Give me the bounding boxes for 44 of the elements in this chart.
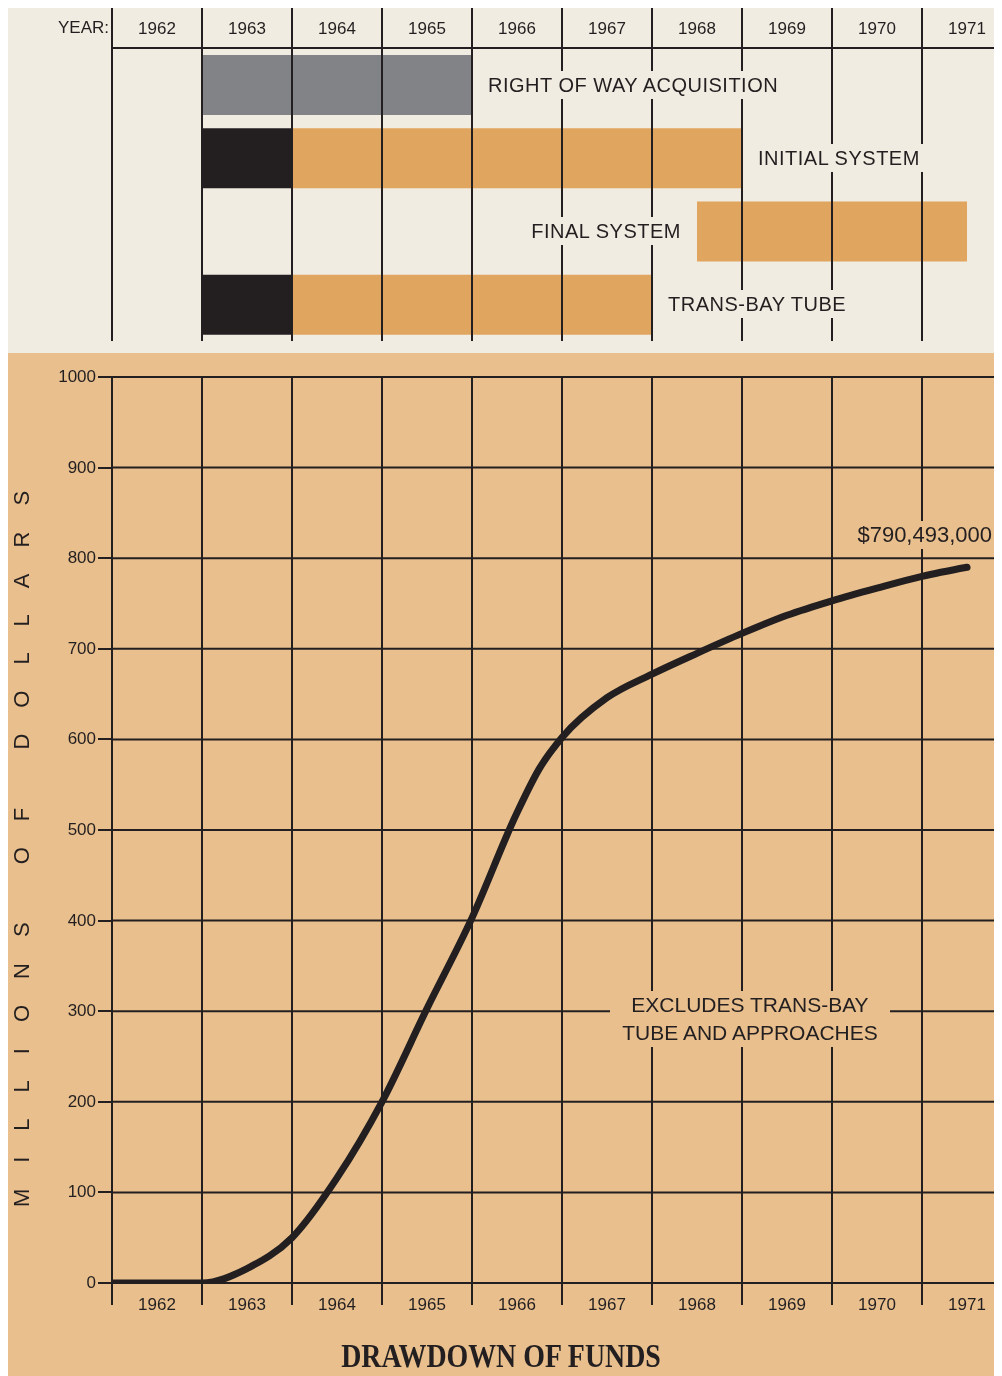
x-tick-label: 1967	[588, 19, 626, 38]
x-tick-label: 1964	[318, 19, 356, 38]
y-tick-label: 100	[67, 1181, 96, 1204]
x-tick-label: 1969	[768, 1295, 806, 1314]
y-tick-label: FINAL SYSTEM	[527, 217, 685, 246]
y-tick-label: 300	[67, 1000, 96, 1023]
text: DRAWDOWN OF FUNDS	[340, 1336, 662, 1376]
y-tick-label: RIGHT OF WAY ACQUISITION	[484, 70, 783, 99]
x-axis-title: YEAR:	[58, 18, 110, 38]
x-tick-label: 1966	[498, 19, 536, 38]
y-tick-label: 1000	[58, 366, 96, 388]
y-tick-label: 700	[67, 637, 96, 660]
x-tick-label: 1965	[408, 19, 446, 38]
x-tick-label: 1966	[498, 1295, 536, 1314]
y-axis-title: MILLIONS OF DOLLARS	[9, 463, 35, 1210]
x-tick-label: 1968	[678, 19, 716, 38]
x-tick-label: 1970	[858, 1295, 896, 1314]
x-tick-label: 1968	[678, 1295, 716, 1314]
x-tick-label: 1971	[948, 19, 986, 38]
y-tick-label: 200	[67, 1090, 96, 1113]
x-tick-label: 1967	[588, 1295, 626, 1314]
x-tick-label: 1970	[858, 19, 896, 38]
annotation: EXCLUDES TRANS-BAY TUBE AND APPROACHES	[610, 991, 890, 1047]
bar	[292, 128, 742, 189]
y-tick-label: 600	[67, 728, 96, 751]
x-tick-label: 1971	[948, 1295, 986, 1314]
annotation: $790,493,000	[855, 521, 994, 550]
x-tick-label: 1963	[228, 19, 266, 38]
y-tick-label: TRANS-BAY TUBE	[664, 290, 851, 319]
y-tick-label: 0	[86, 1272, 96, 1294]
x-tick-label: 1962	[138, 19, 176, 38]
y-tick-label: INITIAL SYSTEM	[754, 143, 924, 172]
y-tick-label: 800	[67, 547, 96, 570]
x-tick-label: 1962	[138, 1295, 176, 1314]
bar	[202, 55, 472, 115]
x-tick-label: 1963	[228, 1295, 266, 1314]
y-tick-label: 400	[67, 909, 96, 932]
bar	[292, 274, 652, 335]
y-tick-label: 900	[67, 456, 96, 479]
x-tick-label: 1965	[408, 1295, 446, 1314]
x-tick-label: 1969	[768, 19, 806, 38]
y-tick-label: 500	[67, 819, 96, 841]
bar	[697, 201, 967, 262]
x-tick-label: 1964	[318, 1295, 356, 1314]
